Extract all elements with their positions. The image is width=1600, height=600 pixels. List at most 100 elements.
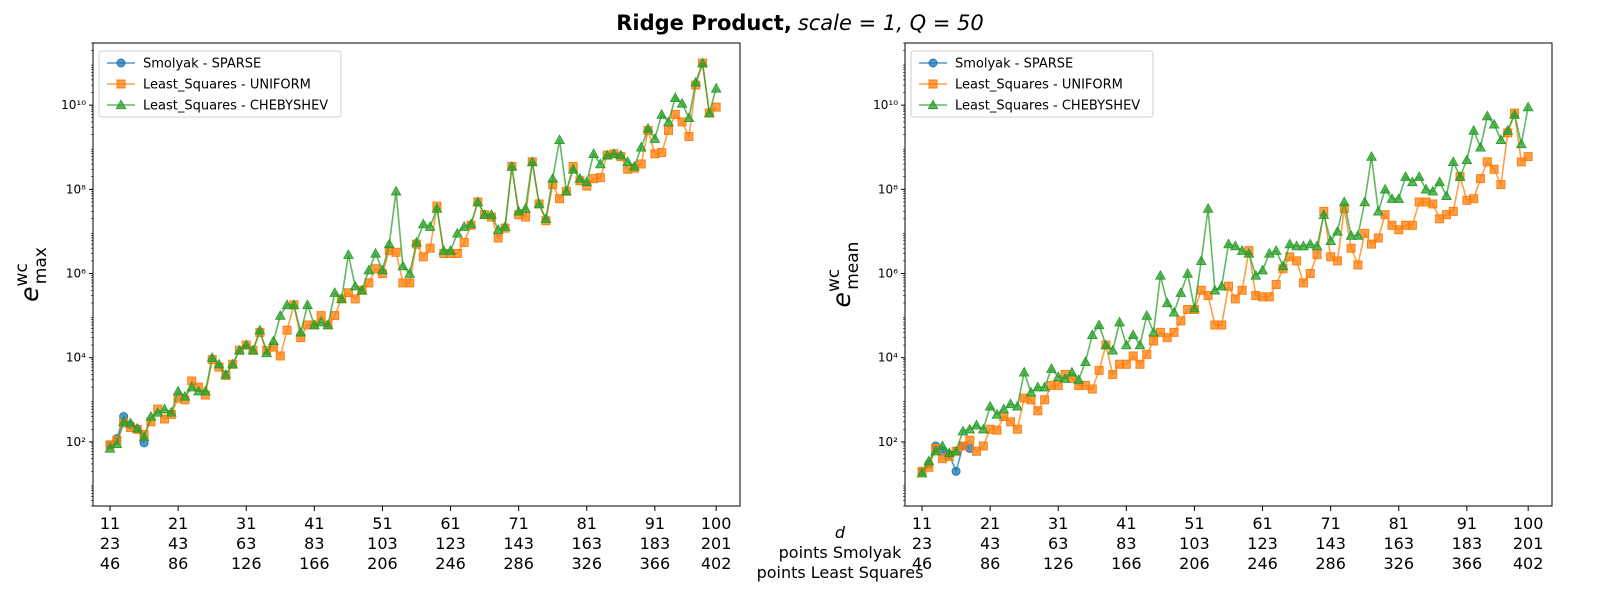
x-tick-label-least-squares: 286 <box>1315 554 1346 573</box>
x-tick-label-d: 31 <box>1048 514 1068 533</box>
data-point-chebyshev <box>1461 154 1473 165</box>
x-tick-label-smolyak: 163 <box>1383 534 1414 553</box>
x-tick-label-d: 51 <box>372 514 392 533</box>
x-tick-label-d: 21 <box>980 514 1000 533</box>
x-tick-label-smolyak: 183 <box>1452 534 1483 553</box>
data-point-chebyshev <box>520 202 531 213</box>
legend-marker-uniform <box>928 79 938 89</box>
data-point-uniform <box>1128 351 1138 361</box>
data-point-chebyshev <box>322 319 334 330</box>
data-point-chebyshev <box>984 400 996 411</box>
y-axis-label-sup: wc <box>12 263 32 286</box>
data-point-chebyshev <box>540 213 552 223</box>
data-point-chebyshev <box>254 324 266 335</box>
data-point-chebyshev <box>179 390 191 401</box>
data-point-uniform <box>1346 243 1356 253</box>
data-point-chebyshev <box>1141 309 1153 320</box>
legend-marker-uniform <box>116 79 126 89</box>
x-tick-label-least-squares: 246 <box>1247 554 1278 573</box>
x-tick-label-least-squares: 326 <box>1383 554 1414 573</box>
data-point-uniform <box>418 252 428 262</box>
data-point-uniform <box>330 311 340 321</box>
data-point-chebyshev <box>1127 329 1139 339</box>
data-point-uniform <box>1292 256 1302 266</box>
data-point-chebyshev <box>1059 372 1071 383</box>
data-point-chebyshev <box>1440 190 1452 201</box>
data-point-chebyshev <box>581 176 593 187</box>
data-point-chebyshev <box>567 163 579 174</box>
x-tick-label-smolyak: 201 <box>701 534 732 553</box>
data-point-chebyshev <box>1093 319 1105 330</box>
data-point-uniform <box>1053 380 1063 390</box>
data-point-chebyshev <box>1318 209 1330 219</box>
x-tick-label-d: 41 <box>1116 514 1136 533</box>
data-point-chebyshev <box>930 445 942 456</box>
x-tick-label-least-squares: 366 <box>1452 554 1483 573</box>
data-point-chebyshev <box>315 316 327 327</box>
data-point-uniform <box>1475 174 1485 184</box>
x-tick-label-least-squares: 166 <box>299 554 330 573</box>
data-point-uniform <box>1367 239 1377 249</box>
data-point-chebyshev <box>499 221 511 231</box>
data-point-chebyshev <box>1509 108 1520 119</box>
data-point-chebyshev <box>370 247 382 258</box>
data-point-chebyshev <box>574 172 586 183</box>
data-point-uniform <box>657 148 667 158</box>
data-point-uniform <box>1237 285 1247 295</box>
data-point-uniform <box>1217 320 1227 330</box>
data-point-chebyshev <box>1475 141 1486 152</box>
data-point-uniform <box>1006 417 1016 427</box>
y-tick-label: 10⁴ <box>878 351 898 365</box>
data-point-uniform <box>1203 291 1213 301</box>
data-point-chebyshev <box>1502 124 1514 135</box>
data-point-uniform <box>1135 359 1145 369</box>
data-point-uniform <box>1353 260 1363 270</box>
y-tick-label: 10¹⁰ <box>873 98 898 112</box>
figure-title-math: scale = 1, Q = 50 <box>798 11 984 35</box>
y-tick-label: 10² <box>878 435 898 449</box>
data-point-chebyshev <box>125 417 136 428</box>
legend-label-smolyak: Smolyak - SPARSE <box>143 57 261 72</box>
data-point-chebyshev <box>1182 267 1194 278</box>
data-point-chebyshev <box>1481 110 1493 121</box>
data-point-chebyshev <box>233 344 245 355</box>
x-tick-label-smolyak: 43 <box>168 534 188 553</box>
x-tick-label-d: 11 <box>100 514 120 533</box>
data-point-chebyshev <box>1352 229 1364 240</box>
data-point-uniform <box>711 102 721 112</box>
legend-label-uniform: Least_Squares - UNIFORM <box>955 78 1123 93</box>
data-point-chebyshev <box>445 245 457 255</box>
x-tick-label-d: 41 <box>304 514 324 533</box>
data-point-uniform <box>1312 250 1322 260</box>
data-point-chebyshev <box>1243 247 1255 258</box>
data-point-chebyshev <box>465 218 477 229</box>
x-tick-label-least-squares: 366 <box>640 554 671 573</box>
data-point-chebyshev <box>635 141 647 152</box>
data-point-uniform <box>343 288 353 298</box>
data-point-chebyshev <box>227 358 239 369</box>
data-point-chebyshev <box>159 403 170 414</box>
legend-label-chebyshev: Least_Squares - CHEBYSHEV <box>143 99 328 114</box>
data-point-chebyshev <box>1257 264 1269 275</box>
row-label-points-least-squares: points Least Squares <box>757 563 924 582</box>
x-tick-label-d: 51 <box>1184 514 1204 533</box>
data-point-chebyshev <box>656 108 668 119</box>
plot-frame <box>904 42 1553 507</box>
x-tick-label-smolyak: 83 <box>304 534 324 553</box>
data-point-chebyshev <box>703 107 715 118</box>
legend-marker-smolyak <box>116 58 126 68</box>
data-point-chebyshev <box>261 347 273 358</box>
data-point-uniform <box>636 159 646 169</box>
data-point-uniform <box>1407 220 1417 230</box>
data-point-uniform <box>1149 336 1159 346</box>
data-point-chebyshev <box>971 419 982 430</box>
data-point-chebyshev <box>663 116 674 127</box>
data-point-chebyshev <box>1325 235 1337 245</box>
x-tick-label-least-squares: 206 <box>1179 554 1210 573</box>
data-point-chebyshev <box>329 287 341 297</box>
data-point-chebyshev <box>111 438 123 449</box>
x-tick-label-smolyak: 83 <box>1116 534 1136 553</box>
data-point-uniform <box>1469 194 1479 204</box>
data-point-uniform <box>1482 157 1492 167</box>
y-axis-label-sup: wc <box>824 269 844 292</box>
